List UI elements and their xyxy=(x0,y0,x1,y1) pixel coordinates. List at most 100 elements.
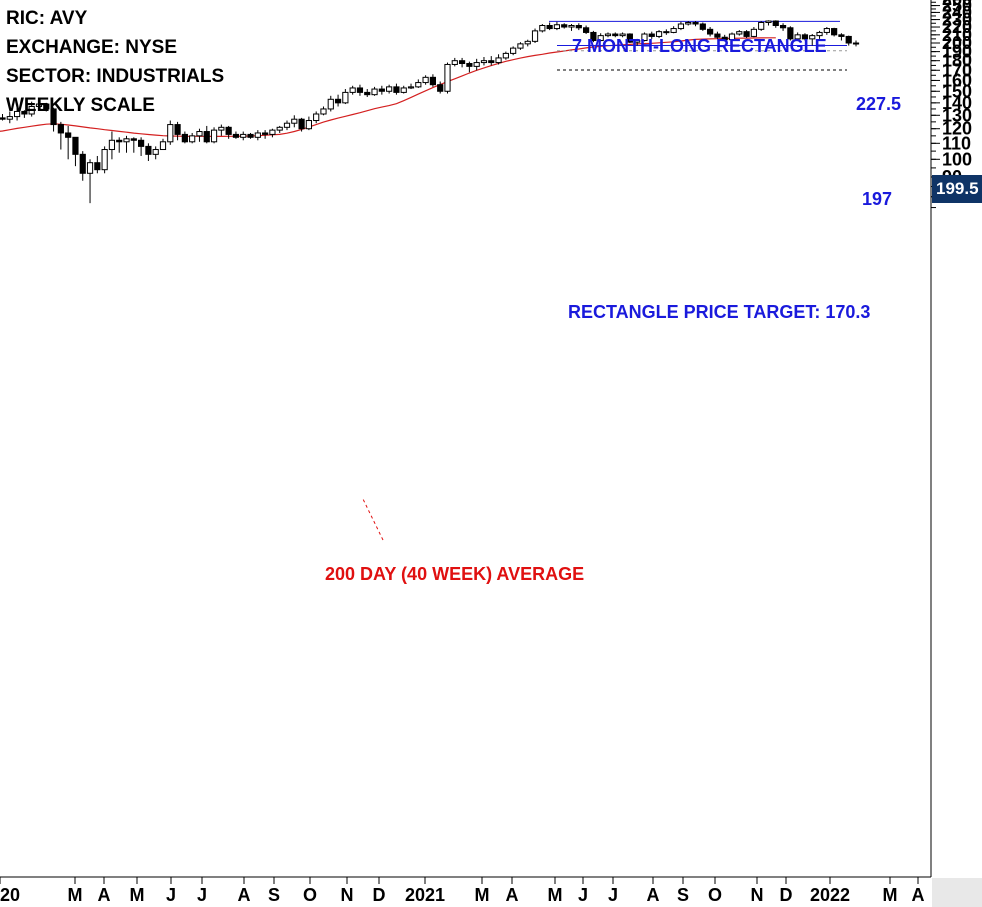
candle-body xyxy=(583,27,590,33)
candle-body xyxy=(13,110,21,118)
x-tick-label: S xyxy=(268,885,280,905)
candle-body xyxy=(568,25,575,28)
candle xyxy=(159,138,167,151)
candle xyxy=(437,81,444,94)
candle xyxy=(488,56,495,66)
candle-body xyxy=(196,131,203,137)
level-lines-layer xyxy=(549,20,847,71)
candle-body xyxy=(240,133,247,138)
candle-body xyxy=(655,31,663,37)
moving-average-layer xyxy=(0,37,776,541)
y-tick-label: 140 xyxy=(942,93,972,113)
candle-body xyxy=(692,22,699,25)
candle xyxy=(845,35,852,46)
candle xyxy=(342,89,349,105)
candle-body xyxy=(262,132,269,135)
candle xyxy=(35,100,43,109)
y-tick-label: 250 xyxy=(942,0,972,16)
candle xyxy=(634,38,641,46)
candle xyxy=(108,131,116,160)
candle xyxy=(240,131,247,141)
candle-body xyxy=(590,31,597,42)
candle-body xyxy=(634,40,641,43)
y-tick-label: 220 xyxy=(942,17,972,37)
candle-body xyxy=(203,131,210,143)
y-tick-label: 260 xyxy=(942,0,972,9)
candle-body xyxy=(495,57,502,64)
candle-body xyxy=(393,86,400,93)
candle-body xyxy=(276,126,283,131)
candle xyxy=(393,83,400,95)
candle xyxy=(181,131,188,144)
candle xyxy=(823,27,830,35)
sector-label: SECTOR: INDUSTRIALS xyxy=(6,66,225,87)
candle xyxy=(298,117,305,132)
candle xyxy=(21,110,28,118)
x-tick-label: J xyxy=(197,885,207,905)
candle-body xyxy=(772,20,779,27)
candle xyxy=(305,116,312,131)
candle-body xyxy=(612,33,619,37)
candle-body xyxy=(108,139,116,151)
candle-body xyxy=(714,33,721,38)
candle xyxy=(831,27,838,37)
candle xyxy=(619,32,626,38)
candle xyxy=(575,23,582,31)
candle-body xyxy=(480,60,488,64)
candle xyxy=(167,120,174,145)
candle-body xyxy=(473,62,480,67)
y-tick-label: 100 xyxy=(942,149,972,169)
candle xyxy=(123,135,130,153)
candle xyxy=(378,85,385,95)
x-tick-label: 2020 xyxy=(0,885,20,905)
x-tick-label: D xyxy=(780,885,793,905)
x-tick-label: N xyxy=(751,885,764,905)
candle-body xyxy=(721,36,728,41)
candle-body xyxy=(174,124,181,135)
candle-body xyxy=(510,47,517,54)
candle xyxy=(94,155,101,174)
candle xyxy=(225,125,232,139)
candle xyxy=(561,23,568,29)
candle xyxy=(254,130,261,141)
candle xyxy=(386,84,393,94)
candle xyxy=(334,94,342,107)
y-tick-label: 110 xyxy=(942,133,971,153)
candle-body xyxy=(801,34,809,40)
candle-body xyxy=(50,108,57,126)
candle-body xyxy=(816,31,823,37)
candle xyxy=(524,39,531,47)
candle-body xyxy=(94,162,101,171)
exchange-label: EXCHANGE: NYSE xyxy=(6,37,178,58)
candle-body xyxy=(809,35,816,40)
candle-body xyxy=(65,132,72,138)
candle-body xyxy=(663,31,670,34)
candle-body xyxy=(159,141,167,151)
candle xyxy=(743,30,750,39)
candle-body xyxy=(517,43,524,49)
candle-body xyxy=(320,108,327,115)
candle-body xyxy=(291,118,298,124)
candle-body xyxy=(167,124,174,143)
candle-body xyxy=(831,28,838,36)
candle xyxy=(174,121,181,141)
scale-label: WEEKLY SCALE xyxy=(6,95,155,116)
candle xyxy=(583,25,590,35)
candle xyxy=(79,151,86,181)
candle xyxy=(13,107,21,121)
candle xyxy=(400,85,407,94)
candle xyxy=(189,132,196,144)
candle xyxy=(670,26,677,34)
candle-body xyxy=(553,24,561,30)
candle xyxy=(72,136,79,167)
y-tick-label: 120 xyxy=(942,119,972,139)
candle xyxy=(816,30,823,39)
candle-body xyxy=(575,25,582,29)
candle xyxy=(852,40,860,47)
candle-body xyxy=(758,22,765,30)
x-tick-label: M xyxy=(883,885,898,905)
candle xyxy=(692,21,699,27)
candle-body xyxy=(116,139,123,143)
candle xyxy=(502,51,509,60)
candle-body xyxy=(750,28,757,37)
